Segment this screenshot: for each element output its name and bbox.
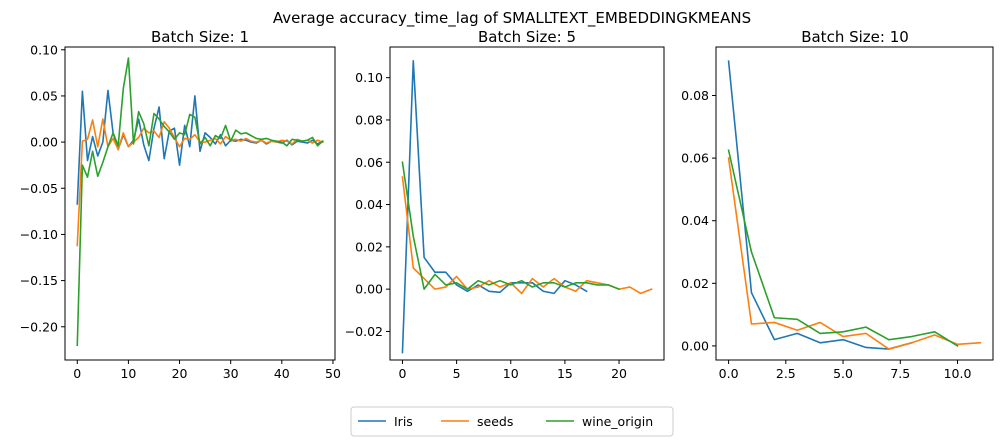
y-tick-label: 0.10 [355,70,383,85]
subplot-batch-size-1: Batch Size: 1 0 10 20 30 40 50 −0.20 −0.15 −0.10… [20,28,341,381]
series-line-wine-origin [401,161,621,291]
subplot-title: Batch Size: 5 [478,28,576,46]
x-tick-label: 20 [611,366,627,381]
x-tick-label: 50 [325,366,341,381]
x-tick-label: 7.5 [890,366,910,381]
legend-label-iris: Iris [394,414,413,429]
x-tick-label: 40 [274,366,290,381]
y-tick-label: −0.20 [20,319,58,334]
tick-layer: 0 5 10 15 20 −0.02 0.00 0.02 0.04 0.06 0.08 0.10 [345,70,627,381]
x-tick-label: 2.5 [776,366,796,381]
series-layer [727,60,982,350]
y-tick-label: 0.00 [355,282,383,297]
y-tick-label: −0.05 [20,181,58,196]
y-tick-label: −0.15 [20,273,58,288]
y-tick-label: 0.04 [355,197,383,212]
series-line-iris [76,89,324,205]
legend: Iris seeds wine_origin [350,406,674,437]
figure-suptitle: Average accuracy_time_lag of SMALLTEXT_E… [273,9,751,28]
subplot-title: Batch Size: 1 [151,28,249,46]
y-tick-label: 0.08 [681,88,709,103]
tick-layer: 0 10 20 30 40 50 −0.20 −0.15 −0.10 −0.05 0.00 0.05 0… [20,42,341,381]
subplot-title: Batch Size: 10 [801,28,909,46]
legend-label-seeds: seeds [477,414,513,429]
x-tick-label: 10 [503,366,519,381]
subplot-batch-size-10: Batch Size: 10 0.0 2.5 5.0 7.5 10.00.000.020… [681,28,994,381]
y-tick-label: 0.00 [30,135,58,150]
tick-layer: 0.0 2.5 5.0 7.5 10.0 0.00 0.02 0.04 0.06 0.08 [681,88,971,381]
plot-frame [389,46,665,361]
x-tick-label: 5 [453,366,461,381]
y-tick-label: 0.08 [355,112,383,127]
x-tick-label: 10 [120,366,136,381]
y-tick-label: 0.04 [681,213,709,228]
series-line-iris [727,60,913,350]
x-tick-label: 15 [557,366,573,381]
y-tick-label: 0.06 [681,151,709,166]
x-tick-label: 5.0 [833,366,853,381]
x-tick-label: 0.0 [719,366,739,381]
y-tick-label: 0.05 [30,88,58,103]
series-line-seeds [727,157,982,350]
y-tick-label: 0.06 [355,155,383,170]
legend-label-wine-origin: wine_origin [582,414,653,429]
y-tick-label: 0.02 [681,276,709,291]
series-line-wine-origin [76,57,324,347]
y-tick-label: −0.10 [20,227,58,242]
x-tick-label: 0 [73,366,81,381]
y-tick-label: 0.00 [681,338,709,353]
x-tick-label: 30 [223,366,239,381]
y-tick-label: 0.02 [355,239,383,254]
legend-box [350,406,674,437]
x-tick-label: 20 [172,366,188,381]
series-layer [401,59,653,354]
series-line-wine-origin [727,149,959,348]
series-line-iris [401,59,588,354]
x-tick-label: 10.0 [944,366,972,381]
x-tick-label: 0 [398,366,406,381]
subplot-batch-size-5: Batch Size: 5 0 5 10 15 20−0.020.000.020.040… [345,28,665,381]
plot-frame [715,46,994,361]
y-tick-label: 0.10 [30,42,58,57]
series-line-seeds [401,176,653,295]
series-layer [76,57,324,347]
plot-frame [64,46,336,361]
y-tick-label: −0.02 [345,324,383,339]
